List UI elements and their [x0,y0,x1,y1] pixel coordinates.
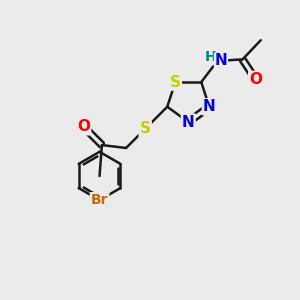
Text: N: N [214,53,227,68]
Text: O: O [249,72,262,87]
Text: N: N [182,115,195,130]
Text: H: H [205,50,217,64]
Text: N: N [203,99,216,114]
Text: S: S [170,75,181,90]
Text: Br: Br [91,193,108,207]
Text: O: O [77,119,90,134]
Text: S: S [140,122,151,136]
